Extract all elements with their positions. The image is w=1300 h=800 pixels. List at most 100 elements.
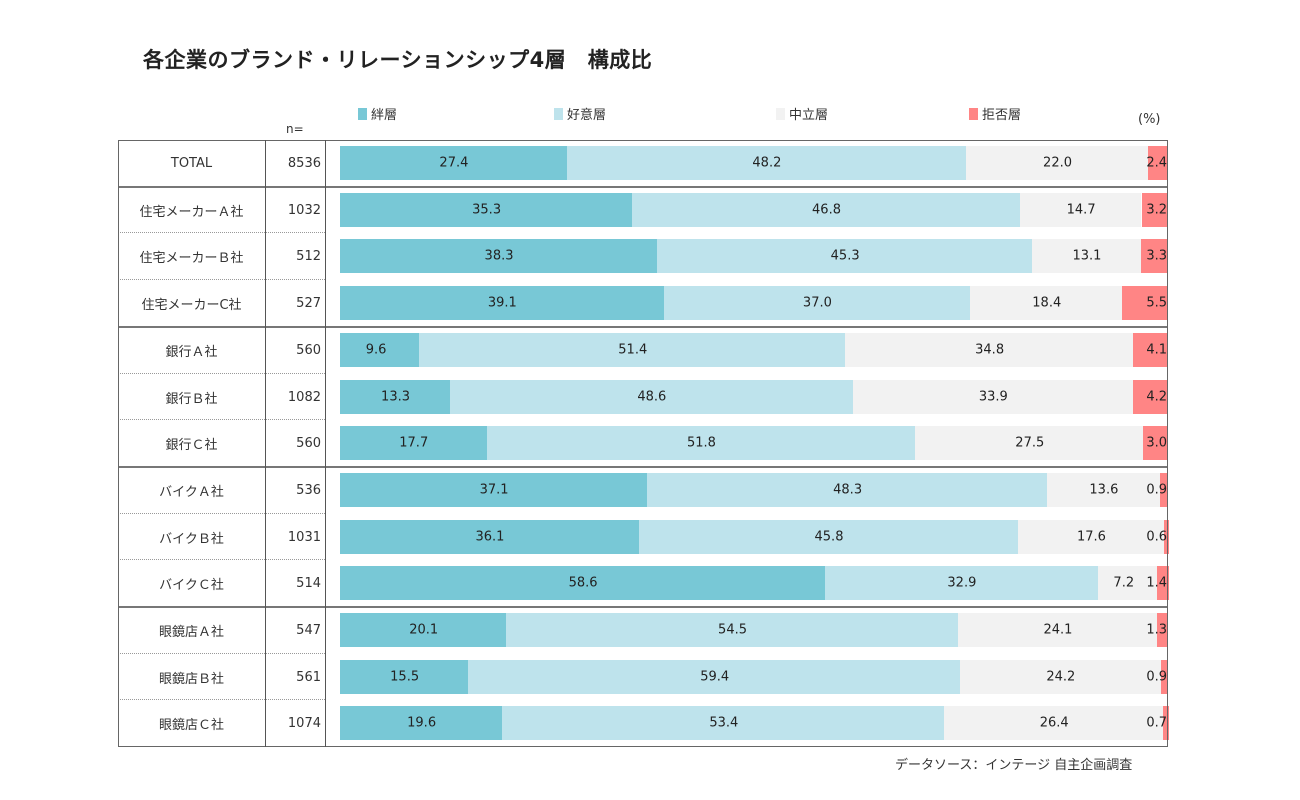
legend-swatch-icon [776,107,785,120]
bar-segment-kizuna [340,706,503,741]
bar-segment-koui [632,192,1020,227]
data-label: 36.1 [475,529,505,545]
data-label: 32.9 [947,575,977,591]
bar-segment-koui [506,613,958,647]
bar-segment-chuuritsu [915,426,1144,461]
stacked-bar: 35.3 46.8 14.7 3.2 [340,192,1168,227]
legend-item-kyohi: 拒否層 [969,104,1021,123]
bar-segment-chuuritsu [965,146,1149,180]
table-row: バイクＡ社 536 37.1 48.3 13.6 0.9 [118,467,1168,514]
bar-segment-kizuna [340,613,507,647]
group-divider [118,185,1168,188]
row-label: バイクＢ社 [159,531,224,547]
group-divider [118,465,1168,468]
table-frame [118,140,1168,747]
bar-segment-kyohi [1140,239,1168,274]
row-label: 銀行Ａ社 [165,344,218,360]
data-label: 13.3 [381,389,410,404]
data-label: 34.8 [975,342,1005,358]
table-row: TOTAL 8536 27.4 48.2 22.0 2.4 [118,140,1168,187]
data-label: 27.5 [1015,435,1045,451]
data-label: 2.4 [1146,155,1167,171]
data-label: 1.3 [1146,622,1167,638]
bar-segment-chuuritsu [970,286,1123,321]
data-label: 58.6 [568,575,598,591]
table-row: 眼鏡店Ｂ社 561 15.5 59.4 24.2 0.9 [118,654,1168,701]
row-n-value: 547 [296,623,321,638]
data-label: 15.5 [390,669,420,685]
bar-segment-chuuritsu [1018,519,1164,554]
row-label: 住宅メーカーＡ社 [139,204,244,220]
row-divider [118,419,325,421]
data-label: 51.4 [618,342,648,358]
bar-segment-kyohi [1157,613,1168,647]
bar-segment-kizuna [340,659,469,694]
row-label: TOTAL [170,156,213,171]
row-label: 眼鏡店Ａ社 [158,625,224,640]
stacked-bar: 27.4 48.2 22.0 2.4 [340,146,1168,180]
bar-segment-kizuna [340,379,451,414]
bar-segment-kizuna [340,332,420,367]
bar-segment-kizuna [340,239,658,274]
row-n-value: 1082 [287,389,321,405]
data-label: 17.7 [399,435,429,451]
bar-segment-chuuritsu [960,659,1161,694]
row-n-value: 1074 [287,716,321,732]
row-label: バイクＡ社 [159,484,224,500]
stacked-bar: 58.6 32.9 7.2 1.4 [340,566,1169,601]
row-divider [118,699,325,701]
data-label: 0.9 [1146,482,1167,498]
data-label: 54.5 [718,622,747,638]
stacked-bar: 13.3 48.6 33.9 4.2 [340,379,1168,414]
data-label: 35.3 [472,202,502,218]
bar-segment-kyohi [1163,706,1169,741]
row-label: 銀行Ｂ社 [165,391,218,407]
bar-segment-kizuna [340,566,826,601]
bar-segment-koui [486,426,916,461]
row-divider [118,232,325,234]
data-label: 48.3 [833,482,863,498]
legend-swatch-icon [969,107,978,120]
data-label: 0.9 [1146,669,1167,685]
data-label: 26.4 [1039,715,1069,731]
data-label: 17.6 [1076,529,1106,545]
table-row: バイクＢ社 1031 36.1 45.8 17.6 0.6 [118,514,1169,561]
bar-segment-chuuritsu [1097,566,1158,601]
row-divider [118,652,325,654]
data-label: 5.5 [1146,295,1167,311]
data-label: 13.1 [1072,248,1102,264]
row-n-value: 536 [296,482,321,498]
legend-label: 拒否層 [982,108,1022,123]
stacked-bar: 20.1 54.5 24.1 1.3 [340,613,1168,647]
legend-label: 絆層 [371,108,398,123]
row-label: バイクＣ社 [159,578,224,594]
bar-segment-kizuna [340,519,639,554]
bar-segment-koui [663,286,971,321]
row-n-value: 527 [296,296,321,312]
chart-title: 各企業のブランド・リレーションシップ4層 構成比 [143,48,653,72]
bar-segment-chuuritsu [957,613,1158,647]
bar-segment-chuuritsu [944,706,1164,741]
bar-segment-chuuritsu [845,332,1134,367]
stacked-bar: 39.1 37.0 18.4 5.5 [340,286,1168,321]
data-label: 39.1 [487,295,517,311]
data-label: 14.7 [1066,202,1096,218]
data-label: 48.6 [637,389,667,404]
legend-swatch-icon [554,107,563,120]
stacked-bar: 15.5 59.4 24.2 0.9 [340,659,1168,694]
data-label: 9.6 [365,342,387,358]
data-label: 7.2 [1113,575,1135,591]
table-row: 眼鏡店Ａ社 547 20.1 54.5 24.1 1.3 [118,607,1168,654]
bar-segment-koui [825,566,1098,601]
bar-segment-kyohi [1133,332,1168,367]
row-n-value: 1031 [287,529,321,545]
bar-segment-kyohi [1148,146,1168,180]
row-label: 住宅メーカーＢ社 [139,251,244,267]
bar-segment-kyohi [1163,519,1169,554]
data-label: 3.3 [1146,248,1167,264]
row-n-value: 512 [296,249,321,265]
stacked-bar: 17.7 51.8 27.5 3.0 [340,426,1168,461]
data-label: 53.4 [709,715,739,731]
row-divider [118,372,325,374]
bar-segment-kyohi [1141,192,1168,227]
